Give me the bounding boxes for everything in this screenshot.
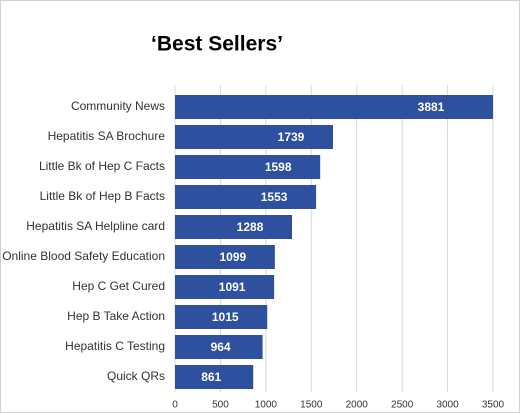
x-tick-label: 1000: [255, 400, 278, 411]
bar: [175, 245, 275, 269]
bar: [175, 185, 317, 209]
y-tick-label: Little Bk of Hep C Facts: [39, 159, 165, 173]
x-tick-label: 3000: [436, 400, 459, 411]
bar: [175, 95, 493, 119]
y-tick-label: Hepatitis SA Helpline card: [26, 219, 165, 233]
bar: [175, 335, 263, 359]
x-tick-label: 0: [172, 400, 178, 411]
bar: [175, 125, 334, 149]
y-tick-label: Hepatitis C Testing: [65, 339, 165, 353]
bar: [175, 275, 275, 299]
data-label: 1091: [219, 280, 246, 294]
y-tick-label: Hep B Take Action: [67, 309, 165, 323]
data-label: 1099: [220, 250, 247, 264]
data-label: 964: [211, 340, 231, 354]
data-label: 1015: [212, 310, 239, 324]
x-tick-label: 3500: [482, 400, 505, 411]
y-tick-label: Little Bk of Hep B Facts: [40, 189, 165, 203]
bar: [175, 215, 293, 239]
x-tick-label: 1500: [300, 400, 323, 411]
data-label: 1598: [265, 160, 292, 174]
y-tick-label: Community News: [71, 99, 165, 113]
y-tick-label: Hep C Get Cured: [72, 279, 165, 293]
x-tick-label: 500: [212, 400, 229, 411]
y-tick-label: Online Blood Safety Education: [2, 249, 165, 263]
x-tick-label: 2000: [346, 400, 369, 411]
data-label: 861: [201, 370, 221, 384]
bar: [175, 155, 321, 179]
bar: [175, 305, 268, 329]
data-label: 1739: [278, 130, 305, 144]
chart-title: ‘Best Sellers’: [151, 33, 283, 56]
y-tick-label: Quick QRs: [107, 369, 165, 383]
data-label: 1553: [261, 190, 288, 204]
bar: [175, 365, 254, 389]
y-tick-label: Hepatitis SA Brochure: [48, 129, 166, 143]
data-label: 3881: [418, 100, 445, 114]
data-label: 1288: [237, 220, 264, 234]
x-tick-label: 2500: [391, 400, 414, 411]
